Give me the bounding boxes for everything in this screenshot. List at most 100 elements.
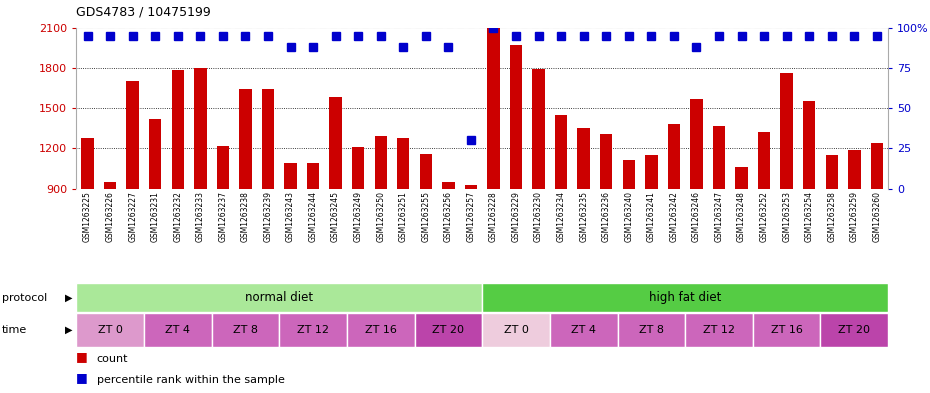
Text: ZT 12: ZT 12 xyxy=(297,325,329,335)
Bar xyxy=(712,125,725,189)
Text: protocol: protocol xyxy=(2,293,47,303)
Bar xyxy=(758,132,770,189)
Bar xyxy=(690,99,703,189)
Bar xyxy=(532,69,545,189)
Text: GSM1263255: GSM1263255 xyxy=(421,191,431,242)
Text: GSM1263248: GSM1263248 xyxy=(737,191,746,242)
Bar xyxy=(261,89,274,189)
Bar xyxy=(194,68,206,189)
Bar xyxy=(149,119,162,189)
Text: GDS4783 / 10475199: GDS4783 / 10475199 xyxy=(76,6,211,19)
Text: ZT 0: ZT 0 xyxy=(504,325,528,335)
Bar xyxy=(347,313,415,347)
Text: GSM1263235: GSM1263235 xyxy=(579,191,588,242)
Bar xyxy=(397,138,409,189)
Bar xyxy=(820,313,888,347)
Text: GSM1263225: GSM1263225 xyxy=(83,191,92,242)
Text: GSM1263260: GSM1263260 xyxy=(872,191,882,242)
Text: ZT 0: ZT 0 xyxy=(98,325,123,335)
Text: ZT 4: ZT 4 xyxy=(571,325,596,335)
Text: GSM1263233: GSM1263233 xyxy=(196,191,205,242)
Text: GSM1263249: GSM1263249 xyxy=(353,191,363,242)
Bar xyxy=(685,313,752,347)
Bar xyxy=(487,28,499,189)
Text: GSM1263227: GSM1263227 xyxy=(128,191,137,242)
Text: GSM1263246: GSM1263246 xyxy=(692,191,701,242)
Text: ■: ■ xyxy=(76,371,88,384)
Text: GSM1263232: GSM1263232 xyxy=(173,191,182,242)
Bar xyxy=(482,313,550,347)
Bar xyxy=(482,283,888,312)
Text: ZT 16: ZT 16 xyxy=(771,325,803,335)
Text: GSM1263258: GSM1263258 xyxy=(828,191,836,242)
Bar xyxy=(578,128,590,189)
Bar xyxy=(76,283,482,312)
Bar xyxy=(285,163,297,189)
Text: ZT 20: ZT 20 xyxy=(838,325,870,335)
Bar xyxy=(550,313,618,347)
Text: ZT 12: ZT 12 xyxy=(703,325,735,335)
Bar xyxy=(752,313,820,347)
Text: GSM1263253: GSM1263253 xyxy=(782,191,791,242)
Text: high fat diet: high fat diet xyxy=(649,291,722,304)
Text: count: count xyxy=(97,354,128,364)
Bar xyxy=(870,143,883,189)
Text: ■: ■ xyxy=(76,350,88,363)
Text: GSM1263234: GSM1263234 xyxy=(557,191,565,242)
Text: ZT 4: ZT 4 xyxy=(166,325,191,335)
Text: GSM1263229: GSM1263229 xyxy=(512,191,521,242)
Text: time: time xyxy=(2,325,27,335)
Text: GSM1263259: GSM1263259 xyxy=(850,191,858,242)
Text: normal diet: normal diet xyxy=(246,291,313,304)
Bar xyxy=(803,101,816,189)
Bar xyxy=(415,313,482,347)
Bar xyxy=(307,163,319,189)
Text: GSM1263243: GSM1263243 xyxy=(286,191,295,242)
Bar xyxy=(211,313,279,347)
Bar xyxy=(618,313,685,347)
Text: ZT 20: ZT 20 xyxy=(432,325,464,335)
Bar xyxy=(171,70,184,189)
Text: GSM1263240: GSM1263240 xyxy=(624,191,633,242)
Text: GSM1263239: GSM1263239 xyxy=(263,191,272,242)
Bar xyxy=(510,45,523,189)
Text: GSM1263236: GSM1263236 xyxy=(602,191,611,242)
Bar xyxy=(81,138,94,189)
Bar xyxy=(126,81,139,189)
Bar xyxy=(419,154,432,189)
Text: GSM1263254: GSM1263254 xyxy=(804,191,814,242)
Bar xyxy=(144,313,211,347)
Bar xyxy=(780,73,793,189)
Text: ▶: ▶ xyxy=(65,293,73,303)
Text: GSM1263247: GSM1263247 xyxy=(714,191,724,242)
Text: GSM1263230: GSM1263230 xyxy=(534,191,543,242)
Text: GSM1263257: GSM1263257 xyxy=(467,191,475,242)
Text: GSM1263228: GSM1263228 xyxy=(489,191,498,242)
Bar xyxy=(352,147,365,189)
Text: ZT 8: ZT 8 xyxy=(639,325,664,335)
Bar xyxy=(645,155,658,189)
Text: ZT 8: ZT 8 xyxy=(232,325,258,335)
Text: GSM1263226: GSM1263226 xyxy=(106,191,114,242)
Bar xyxy=(622,160,635,189)
Text: GSM1263237: GSM1263237 xyxy=(219,191,227,242)
Bar xyxy=(848,150,860,189)
Bar xyxy=(600,134,613,189)
Bar xyxy=(104,182,116,189)
Bar xyxy=(217,146,229,189)
Text: percentile rank within the sample: percentile rank within the sample xyxy=(97,375,285,385)
Text: GSM1263231: GSM1263231 xyxy=(151,191,160,242)
Text: GSM1263241: GSM1263241 xyxy=(647,191,656,242)
Bar xyxy=(239,89,252,189)
Text: GSM1263250: GSM1263250 xyxy=(377,191,385,242)
Bar xyxy=(668,124,680,189)
Bar xyxy=(279,313,347,347)
Text: GSM1263244: GSM1263244 xyxy=(309,191,317,242)
Bar xyxy=(329,97,342,189)
Bar xyxy=(375,136,387,189)
Text: GSM1263245: GSM1263245 xyxy=(331,191,340,242)
Text: GSM1263242: GSM1263242 xyxy=(670,191,678,242)
Bar xyxy=(442,182,455,189)
Bar xyxy=(736,167,748,189)
Text: ZT 16: ZT 16 xyxy=(365,325,397,335)
